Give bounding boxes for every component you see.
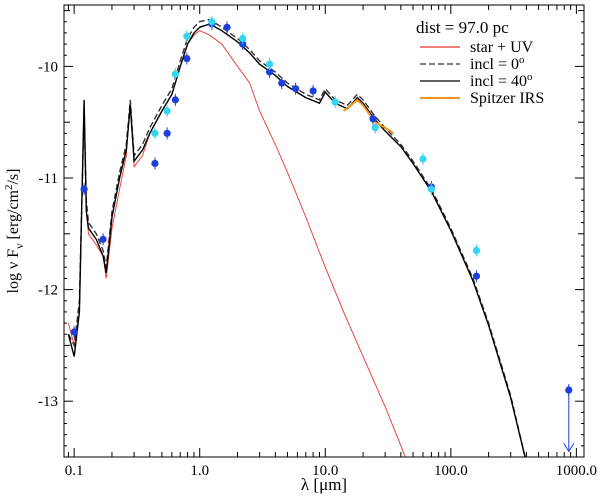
data-point-0-14 [369, 115, 377, 123]
y-label-part-3: 2 [3, 185, 15, 191]
series-line-2 [67, 23, 526, 457]
data-point-0-8 [223, 23, 231, 31]
series-line-1 [67, 18, 526, 457]
y-label-part-2: [erg/cm [5, 189, 22, 243]
plot-frame [63, 4, 585, 458]
data-point-1-9 [419, 155, 427, 163]
x-axis-label: λ [μm] [301, 475, 347, 494]
data-point-1-10 [427, 185, 435, 193]
data-point-0-0 [70, 328, 78, 336]
y-label-part-4: /s] [5, 169, 22, 185]
data-point-0-2 [99, 235, 107, 243]
data-point-1-1 [163, 107, 171, 115]
data-point-1-4 [208, 18, 216, 26]
data-point-0-13 [309, 87, 317, 95]
legend-title: dist = 97.0 pc [416, 18, 509, 37]
x-tick-label-0: 0.1 [65, 463, 84, 479]
legend-label-1: incl = 0o [470, 54, 525, 73]
x-tick-label-3: 100.0 [434, 463, 468, 479]
x-tick-label-2: 10.0 [312, 463, 338, 479]
y-tick-label-1: -11 [39, 171, 58, 187]
data-point-0-4 [163, 129, 171, 137]
upper-limit-arrow [563, 443, 575, 453]
data-point-1-5 [239, 34, 247, 43]
y-label-part-0: log ν F [5, 249, 22, 294]
x-tick-label-1: 1.0 [190, 463, 209, 479]
data-point-1-6 [265, 60, 274, 68]
data-point-0-1 [80, 185, 88, 193]
data-point-1-8 [371, 124, 379, 132]
data-point-1-11 [472, 246, 481, 255]
data-point-0-12 [291, 85, 300, 93]
legend-label-3: Spitzer IRS [470, 90, 544, 107]
data-point-0-11 [278, 79, 286, 87]
data-point-0-3 [151, 159, 159, 168]
data-point-1-7 [331, 98, 339, 106]
x-tick-label-4: 1000.0 [556, 463, 597, 479]
y-tick-label-0: -10 [38, 59, 58, 75]
y-tick-label-2: -12 [38, 283, 58, 299]
data-point-0-6 [183, 54, 191, 63]
data-point-0-10 [265, 68, 274, 76]
y-axis-label: log ν Fν [erg/cm2/s] [3, 169, 26, 294]
data-point-0-16 [472, 272, 481, 280]
data-point-1-3 [183, 32, 191, 40]
legend-sup-2: o [527, 71, 533, 83]
legend-sup-1: o [519, 54, 525, 66]
legend-label-2: incl = 40o [470, 71, 533, 90]
axes: 0.1 1.0 10.0 100.0 1000.0 -10 -11 -12 -13 [38, 4, 597, 479]
data-point-1-2 [171, 70, 179, 78]
plot-content [67, 15, 575, 457]
data-point-1-0 [151, 129, 159, 137]
y-label-part-1: ν [12, 243, 26, 249]
y-tick-label-3: -13 [38, 394, 58, 410]
plot-area [67, 15, 575, 457]
series-line-3 [342, 98, 395, 135]
legend-label-0: star + UV [470, 39, 534, 56]
data-point-0-5 [171, 96, 179, 104]
